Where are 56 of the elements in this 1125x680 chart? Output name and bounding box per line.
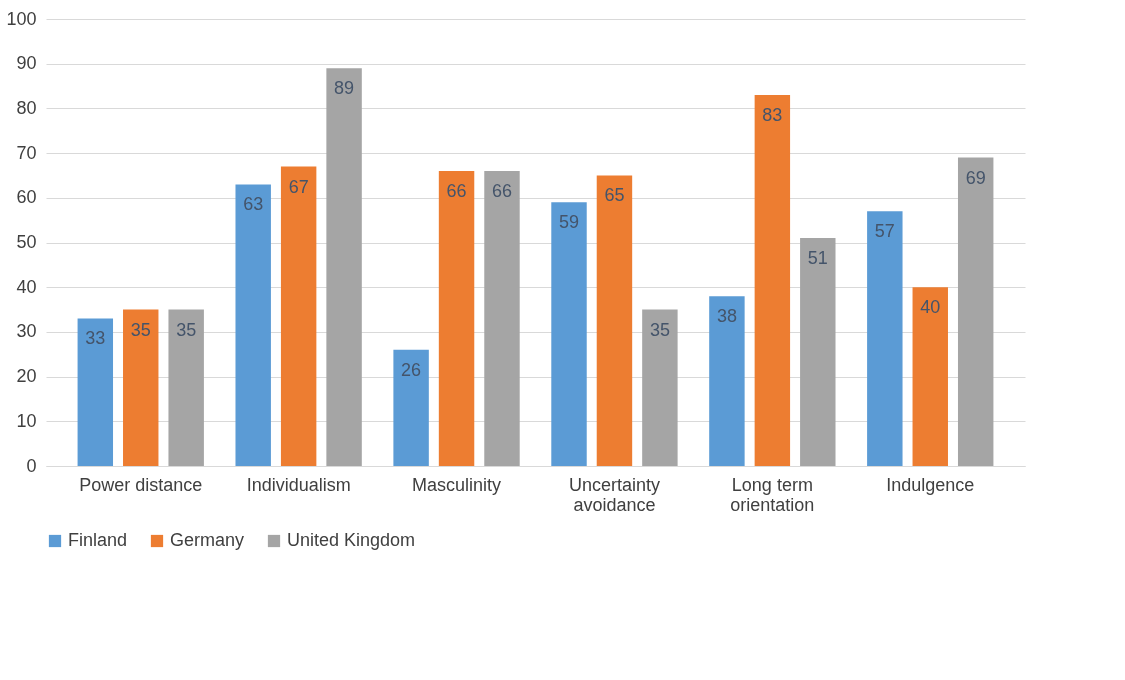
x-tick-label: Long term orientation: [730, 474, 815, 515]
data-label: 35: [130, 319, 151, 340]
y-tick-label: 20: [16, 366, 37, 387]
bar: [393, 349, 429, 466]
data-label: 67: [288, 176, 309, 197]
y-tick-label: 30: [16, 321, 37, 342]
bar: [800, 238, 836, 466]
bar: [912, 287, 948, 466]
x-tick-label: Individualism: [246, 474, 351, 495]
data-label: 51: [807, 248, 828, 269]
data-label: 35: [176, 319, 197, 340]
y-tick-label: 40: [16, 276, 37, 297]
data-label: 66: [446, 180, 467, 201]
data-label: 26: [401, 359, 422, 380]
x-tick-label: Power distance: [79, 474, 203, 495]
bar: [123, 309, 159, 466]
y-tick-label: 70: [16, 142, 37, 163]
y-tick-label: 90: [16, 53, 37, 74]
legend-label: Germany: [170, 530, 245, 550]
data-label: 35: [649, 319, 670, 340]
x-tick-label: Masculinity: [412, 474, 502, 495]
legend-label: United Kingdom: [287, 530, 416, 550]
bar: [326, 68, 362, 466]
y-tick-label: 100: [6, 8, 37, 29]
bar: [867, 211, 903, 466]
bar: [235, 184, 271, 466]
bar: [280, 166, 317, 466]
y-tick-label: 0: [26, 455, 37, 476]
y-tick-label: 60: [16, 187, 37, 208]
data-label: 33: [85, 328, 106, 349]
bar: [551, 202, 587, 466]
data-label: 38: [716, 306, 737, 327]
data-label: 83: [762, 104, 783, 125]
x-tick-label: Indulgence: [886, 474, 975, 495]
data-label: 40: [920, 297, 941, 318]
data-label: 59: [559, 212, 580, 233]
bar: [484, 170, 520, 466]
bar: [168, 309, 204, 466]
bar: [709, 296, 745, 466]
bar: [957, 157, 994, 466]
data-label: 69: [965, 167, 986, 188]
data-label: 63: [243, 194, 264, 215]
bar: [642, 309, 678, 466]
y-tick-label: 50: [16, 232, 37, 252]
bar: [438, 170, 475, 466]
bar: [754, 94, 791, 466]
data-label: 89: [334, 78, 355, 99]
y-tick-label: 80: [16, 97, 37, 118]
x-tick-label: Uncertainty avoidance: [568, 474, 660, 515]
bar: [77, 318, 114, 466]
data-label: 57: [874, 221, 895, 242]
bar: [596, 175, 633, 466]
data-label: 66: [491, 180, 512, 201]
legend-label: Finland: [68, 530, 128, 550]
data-label: 65: [604, 185, 625, 206]
y-tick-label: 10: [16, 410, 37, 431]
